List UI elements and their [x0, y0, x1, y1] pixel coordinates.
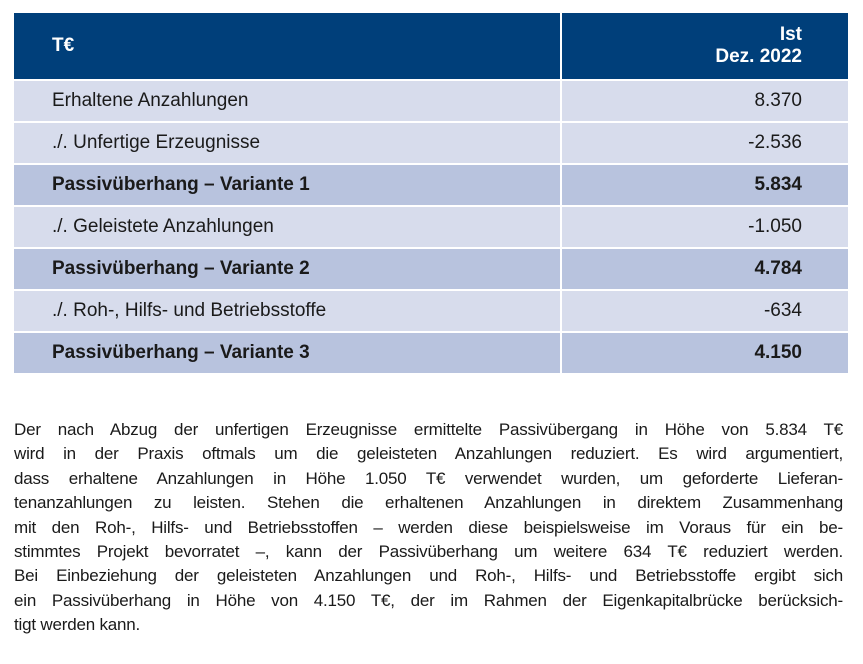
row-label: Passivüberhang – Variante 3 [14, 332, 562, 375]
row-value: 4.150 [561, 332, 848, 375]
paragraph-line: dass erhaltene Anzahlungen in Höhe 1.050… [14, 468, 843, 488]
table-row: ./. Geleistete Anzahlungen -1.050 [14, 206, 848, 249]
row-label: ./. Roh-, Hilfs- und Betriebsstoffe [14, 290, 562, 333]
header-unit: T€ [14, 13, 562, 81]
row-value: 5.834 [561, 164, 848, 207]
header-column-line2: Dez. 2022 [715, 46, 802, 67]
table-header: T€ Ist Dez. 2022 [14, 13, 848, 81]
paragraph-line: tenanzahlungen zu leisten. Stehen die er… [14, 493, 843, 513]
paragraph-line: tigt werden kann. [14, 615, 141, 635]
paragraph-line: ein Passivüberhang in Höhe von 4.150 T€,… [14, 590, 843, 610]
row-label: Passivüberhang – Variante 1 [14, 164, 562, 207]
table-row-subtotal: Passivüberhang – Variante 2 4.784 [14, 248, 848, 291]
row-label: Passivüberhang – Variante 2 [14, 248, 562, 291]
row-label: ./. Geleistete Anzahlungen [14, 206, 562, 249]
explanation-paragraph: Der nach Abzug der unfertigen Erzeugniss… [14, 418, 843, 638]
row-value: -1.050 [561, 206, 848, 249]
row-label: Erhaltene Anzahlungen [14, 80, 562, 123]
table-row-subtotal: Passivüberhang – Variante 3 4.150 [14, 332, 848, 375]
table-row: ./. Unfertige Erzeugnisse -2.536 [14, 122, 848, 165]
row-value: 4.784 [561, 248, 848, 291]
table-row-subtotal: Passivüberhang – Variante 1 5.834 [14, 164, 848, 207]
row-value: -2.536 [561, 122, 848, 165]
paragraph-line: mit den Roh-, Hilfs- und Betriebsstoffen… [14, 517, 843, 537]
row-value: -634 [561, 290, 848, 333]
passivueberhang-table: T€ Ist Dez. 2022 Erhaltene Anzahlungen 8.… [14, 13, 848, 375]
row-value: 8.370 [561, 80, 848, 123]
table-row: Erhaltene Anzahlungen 8.370 [14, 80, 848, 123]
paragraph-line: Bei Einbeziehung der geleisteten Anzahlu… [14, 566, 843, 586]
header-column-line1: Ist [779, 24, 802, 45]
header-column: Ist Dez. 2022 [561, 13, 848, 81]
paragraph-line: stimmtes Projekt bevorratet –, kann der … [14, 542, 843, 562]
row-label: ./. Unfertige Erzeugnisse [14, 122, 562, 165]
paragraph-line: wird in der Praxis oftmals um die geleis… [14, 444, 843, 464]
paragraph-line: Der nach Abzug der unfertigen Erzeugniss… [14, 420, 843, 439]
table-row: ./. Roh-, Hilfs- und Betriebsstoffe -634 [14, 290, 848, 333]
